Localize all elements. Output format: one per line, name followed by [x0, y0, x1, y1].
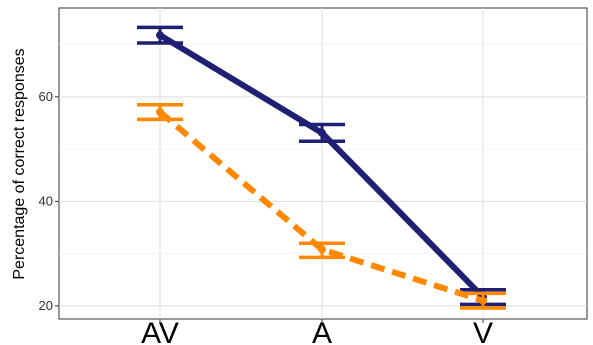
series-1-line: [158, 109, 484, 304]
y-tick-label-40: 40: [39, 193, 53, 208]
series-1-point-1: [318, 245, 326, 254]
series-1-point-0: [156, 108, 164, 117]
y-tick-label-60: 60: [39, 89, 53, 104]
x-tick-label-V: V: [473, 317, 493, 345]
y-axis-ticks: 20 40 60: [39, 89, 59, 313]
series-group: [137, 25, 506, 310]
series-0-point-0: [156, 31, 164, 40]
x-tick-label-A: A: [312, 317, 332, 345]
x-axis-ticks: AV A V: [141, 317, 493, 345]
plot-panel: [58, 7, 588, 320]
x-tick-label-AV: AV: [141, 317, 179, 345]
series-1-point-2: [479, 296, 487, 305]
y-tick-label-20: 20: [39, 298, 53, 313]
series-0-point-1: [318, 128, 326, 137]
y-axis-title: Percentage of correct responses: [11, 48, 28, 279]
